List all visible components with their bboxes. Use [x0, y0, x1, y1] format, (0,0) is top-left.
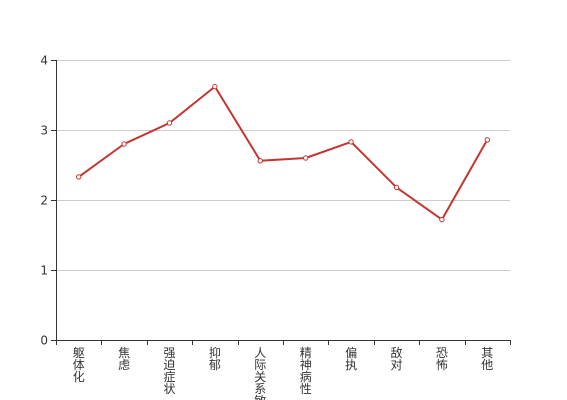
data-point-1[interactable] [121, 141, 127, 147]
x-tick-label: 抑郁 [209, 345, 221, 372]
series-layer [76, 83, 490, 223]
data-point-4[interactable] [257, 158, 263, 164]
data-point-3[interactable] [212, 83, 218, 90]
tick-labels: 0 1 2 3 4 躯体化 焦虑 强迫症状 抑郁 人际关系敏感 精神病性 偏执 敌对 恐怖 其他 [40, 54, 493, 400]
data-point-9[interactable] [484, 137, 490, 143]
x-tick-label: 焦虑 [118, 346, 130, 372]
y-tick-label: 1 [40, 264, 48, 278]
y-tick-label: 0 [40, 334, 48, 348]
x-tick-label: 强迫症状 [163, 346, 175, 396]
x-tick-label: 精神病性 [300, 346, 312, 396]
x-tick-label: 躯体化 [73, 345, 85, 384]
axes [51, 60, 511, 345]
x-tick-label: 敌对 [390, 345, 402, 372]
x-tick-label: 其他 [481, 346, 493, 372]
x-tick-label: 偏执 [345, 345, 357, 372]
y-tick-label: 3 [40, 124, 48, 138]
data-point-6[interactable] [348, 139, 354, 145]
series-line-0 [77, 85, 489, 221]
data-point-7[interactable] [393, 184, 400, 191]
x-tick-label: 人际关系敏感 [254, 346, 266, 400]
data-point-2[interactable] [166, 120, 173, 126]
y-tick-label: 2 [40, 194, 48, 208]
grid-lines [56, 60, 510, 271]
data-point-0[interactable] [76, 174, 82, 180]
data-point-5[interactable] [303, 155, 309, 161]
data-point-8[interactable] [439, 216, 445, 223]
x-tick-label: 恐怖 [436, 346, 448, 372]
y-tick-label: 4 [40, 54, 48, 68]
